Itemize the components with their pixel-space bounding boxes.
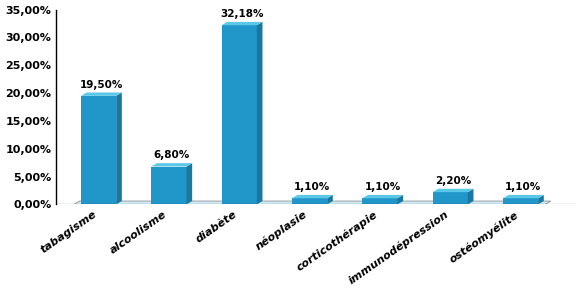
Polygon shape xyxy=(152,163,192,166)
Text: 19,50%: 19,50% xyxy=(80,80,123,90)
Polygon shape xyxy=(292,198,327,204)
Polygon shape xyxy=(187,163,192,204)
Text: 6,80%: 6,80% xyxy=(153,150,190,160)
Polygon shape xyxy=(222,22,263,25)
Polygon shape xyxy=(74,201,551,204)
Polygon shape xyxy=(503,195,544,198)
Polygon shape xyxy=(433,189,474,192)
Polygon shape xyxy=(363,195,403,198)
Polygon shape xyxy=(116,93,122,204)
Polygon shape xyxy=(81,96,116,204)
Polygon shape xyxy=(363,198,397,204)
Text: 1,10%: 1,10% xyxy=(365,182,401,192)
Text: 1,10%: 1,10% xyxy=(295,182,331,192)
Polygon shape xyxy=(433,192,468,204)
Polygon shape xyxy=(327,195,333,204)
Text: 32,18%: 32,18% xyxy=(220,9,264,19)
Polygon shape xyxy=(257,22,263,204)
Polygon shape xyxy=(222,25,257,204)
Polygon shape xyxy=(468,189,474,204)
Polygon shape xyxy=(538,195,544,204)
Polygon shape xyxy=(152,166,187,204)
Polygon shape xyxy=(292,195,333,198)
Polygon shape xyxy=(503,198,538,204)
Polygon shape xyxy=(81,93,122,96)
Text: 2,20%: 2,20% xyxy=(435,176,471,186)
Text: 1,10%: 1,10% xyxy=(505,182,541,192)
Polygon shape xyxy=(397,195,403,204)
